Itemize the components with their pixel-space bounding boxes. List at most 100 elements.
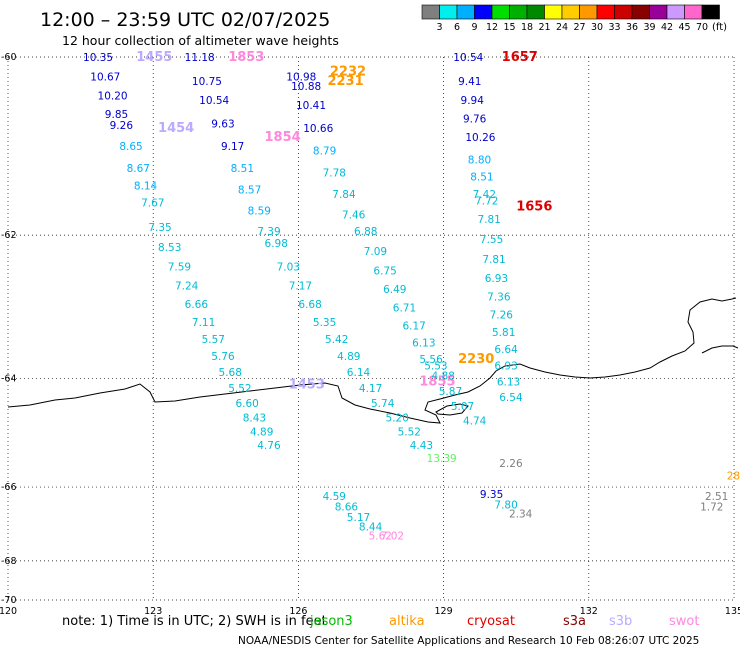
colorbar-label: 45 xyxy=(678,22,690,33)
swh-value: 10.26 xyxy=(465,132,495,144)
swh-value: 7.84 xyxy=(332,189,356,201)
pass-time-label: 1657 xyxy=(502,50,538,65)
colorbar-label: 24 xyxy=(556,22,568,33)
swh-value: 5.81 xyxy=(492,327,515,339)
swh-value: 5.76 xyxy=(211,351,235,363)
satellite-legend-s3a: s3a xyxy=(563,614,586,629)
swh-value: 7.42 xyxy=(473,189,496,201)
swh-value: 1.72 xyxy=(700,502,723,514)
swh-value: 9.63 xyxy=(211,118,234,130)
swh-value: 8.59 xyxy=(248,206,271,218)
swh-value: 9.41 xyxy=(458,76,481,88)
satellite-legend-altika: altika xyxy=(389,614,425,629)
swh-value: 9.17 xyxy=(221,141,244,153)
swh-value: 7.11 xyxy=(192,317,215,329)
swh-value: 9.26 xyxy=(110,120,134,132)
swh-value: 8.67 xyxy=(127,163,150,175)
swh-value: 2.26 xyxy=(499,458,523,470)
colorbar-swatch xyxy=(649,4,668,20)
swh-value: 5.87 xyxy=(439,386,462,398)
swh-value: 8.51 xyxy=(470,172,493,184)
colorbar-swatch xyxy=(439,4,458,20)
swh-value: 6.60 xyxy=(235,398,258,410)
swh-value: 6.98 xyxy=(265,238,288,250)
swh-value: 8.43 xyxy=(243,413,266,425)
swh-value: 7.55 xyxy=(480,234,503,246)
note-prefix: note: 1) Time is in UTC; 2) SWH is in fe… xyxy=(62,614,327,629)
swh-value: 5.74 xyxy=(371,398,395,410)
swh-value: 9.76 xyxy=(463,114,487,126)
swh-value: 4.17 xyxy=(359,383,382,395)
swh-value: 7.36 xyxy=(487,292,511,304)
swh-value: 9.85 xyxy=(105,109,128,121)
swh-value: 4.59 xyxy=(323,491,346,503)
swh-value: 6.75 xyxy=(373,265,396,277)
antarctic-coastline-east xyxy=(701,345,739,354)
colorbar-swatch xyxy=(596,4,615,20)
swh-value: 8.14 xyxy=(134,180,158,192)
swh-value: 7.72 xyxy=(475,196,498,208)
pass-time-label: 1453 xyxy=(289,378,325,393)
swh-value: 8.53 xyxy=(158,242,181,254)
swh-value: 10.67 xyxy=(90,71,120,83)
y-tick-label: -60 xyxy=(1,52,17,63)
swh-value: 7.78 xyxy=(323,167,346,179)
swh-value: 8.79 xyxy=(313,145,336,157)
swh-value: 5.52 xyxy=(398,427,421,439)
swh-value: 5.56 xyxy=(419,354,443,366)
pass-time-label: 1855 xyxy=(419,375,455,390)
pass-time-label: 1454 xyxy=(158,121,194,136)
note-line: note: 1) Time is in UTC; 2) SWH is in fe… xyxy=(62,614,699,629)
colorbar-swatch xyxy=(614,4,633,20)
colorbar-swatch xyxy=(579,4,598,20)
swh-value: 6.64 xyxy=(494,344,518,356)
colorbar-label: 27 xyxy=(573,22,585,33)
swh-value: 4.89 xyxy=(337,351,360,363)
colorbar-swatch xyxy=(701,4,720,20)
colorbar-swatch xyxy=(561,4,580,20)
colorbar-swatch xyxy=(666,4,685,20)
colorbar-label: 36 xyxy=(626,22,638,33)
satellite-legend-cryosat: cryosat xyxy=(467,614,515,629)
y-tick-label: -66 xyxy=(1,482,17,493)
swh-value: 4.88 xyxy=(432,370,455,382)
swh-values: 10.35 10.67 10.20 9.859.26 8.65 8.67 8.14 7.67 7… xyxy=(83,52,740,543)
colorbar-label: 21 xyxy=(538,22,550,33)
y-tick-label: -62 xyxy=(1,230,17,241)
swh-value: 9.35 xyxy=(480,489,503,501)
swh-value: 8.65 xyxy=(119,141,142,153)
y-tick-label: -70 xyxy=(1,595,17,606)
colorbar-swatch xyxy=(544,4,563,20)
x-tick-label: 135 xyxy=(725,606,740,617)
swh-value: 5.62 xyxy=(369,531,392,543)
swh-value: 7.02 xyxy=(381,531,404,543)
swh-value: 10.41 xyxy=(296,100,326,112)
swh-value: 7.35 xyxy=(148,222,171,234)
axis-labels: 120 123 126 129 132 135 -60 -62 -64 -66 -68 -70 xyxy=(0,52,740,617)
swh-value: 6.49 xyxy=(383,284,406,296)
pass-time-label: 1854 xyxy=(265,130,301,145)
swh-value: 8.44 xyxy=(359,521,383,533)
colorbar-label: 30 xyxy=(591,22,603,33)
swh-value: 7.26 xyxy=(490,310,514,322)
pass-time-label: 1656 xyxy=(516,199,552,214)
pass-time-label: 2230 xyxy=(458,352,494,367)
swh-value: 6.13 xyxy=(412,337,435,349)
swh-value: 6.54 xyxy=(499,392,523,404)
swh-value: 5.20 xyxy=(386,413,409,425)
antarctic-coastline xyxy=(7,297,737,424)
colorbar-label: 12 xyxy=(486,22,498,33)
swh-value: 7.81 xyxy=(482,254,505,266)
colorbar-swatch xyxy=(684,4,703,20)
swh-value: 7.24 xyxy=(175,281,199,293)
swh-value: 5.35 xyxy=(313,317,336,329)
swh-value: 6.93 xyxy=(494,361,517,373)
colorbar-swatch xyxy=(456,4,475,20)
swh-value: 7.59 xyxy=(168,262,191,274)
swh-value: 6.68 xyxy=(298,299,321,311)
y-tick-label: -68 xyxy=(1,556,17,567)
swh-value: 7.67 xyxy=(141,197,164,209)
swh-value: 8.51 xyxy=(231,163,254,175)
